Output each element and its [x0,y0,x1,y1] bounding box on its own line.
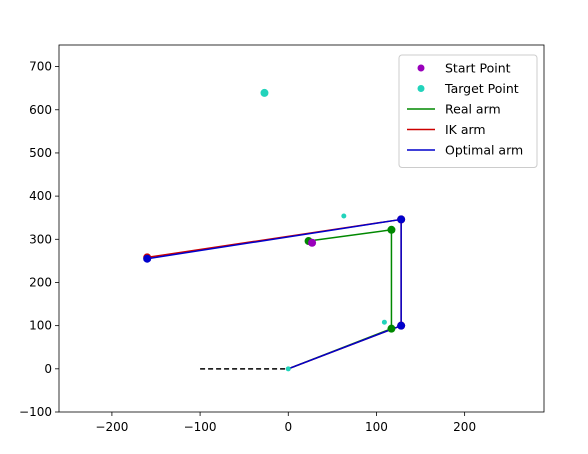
x-tick-label: 200 [453,420,476,434]
joint-point-real-arm [387,225,396,234]
ticks: −200 −100 0 100 200 −100 0 100 200 300 400 500 600 70… [19,60,476,434]
legend-label: Start Point [445,61,511,76]
y-tick-label: 0 [44,362,52,376]
joint-point-real-arm [387,324,396,333]
y-tick-label: 600 [29,103,52,117]
x-tick-label: 100 [365,420,388,434]
legend-label: Target Point [444,81,519,96]
plot-frame [58,44,545,413]
legend-box [398,54,538,168]
series [147,218,402,370]
legend: Start Point Target Point Real arm IK arm Opt… [398,54,538,168]
joint-point-optimal-arm [397,321,406,330]
y-tick-label: 400 [29,189,52,203]
legend-marker [417,64,425,72]
target-point [341,213,347,219]
y-tick-label: 500 [29,146,52,160]
target-point [285,366,291,372]
legend-label: Optimal arm [445,143,523,158]
y-tick-label: 300 [29,232,52,246]
x-tick-label: 0 [284,420,292,434]
legend-label: Real arm [445,102,501,117]
target-point [260,88,269,97]
x-tick-label: −100 [184,420,217,434]
start-point [308,238,317,247]
legend-marker [417,85,425,92]
series-line-optimal-arm [147,218,402,370]
y-tick-label: 200 [29,275,52,289]
points [143,88,406,372]
y-tick-label: 100 [29,319,52,333]
joint-point-optimal-arm [143,254,152,263]
y-tick-label: 700 [29,60,52,74]
x-tick-label: −200 [95,420,128,434]
legend-label: IK arm [445,122,486,137]
y-tick-label: −100 [19,405,52,419]
target-point [381,319,387,325]
joint-point-optimal-arm [397,215,406,224]
